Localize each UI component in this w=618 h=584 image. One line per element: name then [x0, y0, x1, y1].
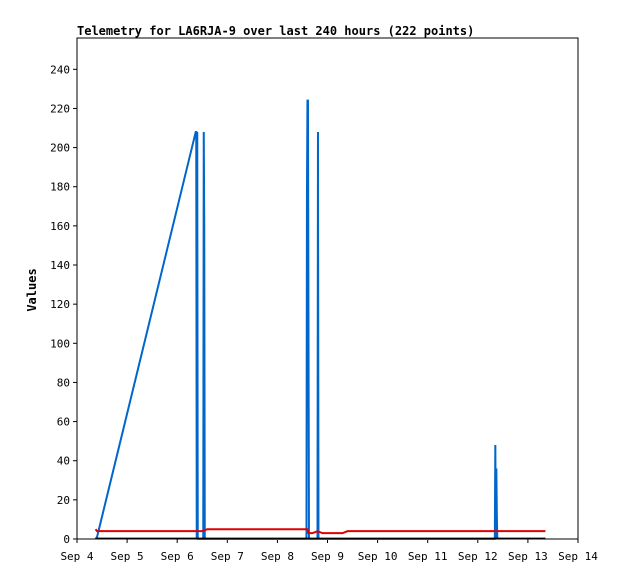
x-tick-label: Sep 14 [558, 550, 598, 563]
y-tick-label: 60 [57, 416, 70, 429]
x-axis-ticks: Sep 4 Sep 5 Sep 6 Sep 7 Sep 8 Sep 9 Sep 10 Sep … [60, 539, 598, 563]
series-layer [94, 99, 546, 540]
y-axis-ticks: 0 20 40 60 80 100 120 140 160 180 200 220 240 [50, 63, 77, 546]
y-tick-label: 240 [50, 63, 70, 76]
x-tick-label: Sep 8 [261, 550, 294, 563]
y-tick-label: 160 [50, 220, 70, 233]
y-tick-label: 100 [50, 337, 70, 350]
x-tick-label: Sep 6 [161, 550, 194, 563]
y-tick-label: 120 [50, 298, 70, 311]
y-tick-label: 220 [50, 102, 70, 115]
series-line-2 [94, 528, 546, 535]
y-axis-label: Values [25, 268, 39, 311]
x-tick-label: Sep 13 [508, 550, 548, 563]
y-tick-label: 140 [50, 259, 70, 272]
x-tick-label: Sep 5 [111, 550, 144, 563]
x-tick-label: Sep 11 [408, 550, 448, 563]
chart-title: Telemetry for LA6RJA-9 over last 240 hou… [77, 24, 474, 38]
x-tick-label: Sep 9 [311, 550, 344, 563]
plot-frame [76, 37, 579, 540]
x-tick-label: Sep 10 [358, 550, 398, 563]
y-tick-label: 80 [57, 376, 70, 389]
y-tick-label: 180 [50, 181, 70, 194]
x-tick-label: Sep 4 [60, 550, 93, 563]
series-line-1 [94, 99, 499, 540]
y-tick-label: 40 [57, 455, 70, 468]
x-tick-label: Sep 12 [458, 550, 498, 563]
x-tick-label: Sep 7 [211, 550, 244, 563]
y-tick-label: 200 [50, 142, 70, 155]
y-tick-label: 20 [57, 494, 70, 507]
y-tick-label: 0 [63, 533, 70, 546]
